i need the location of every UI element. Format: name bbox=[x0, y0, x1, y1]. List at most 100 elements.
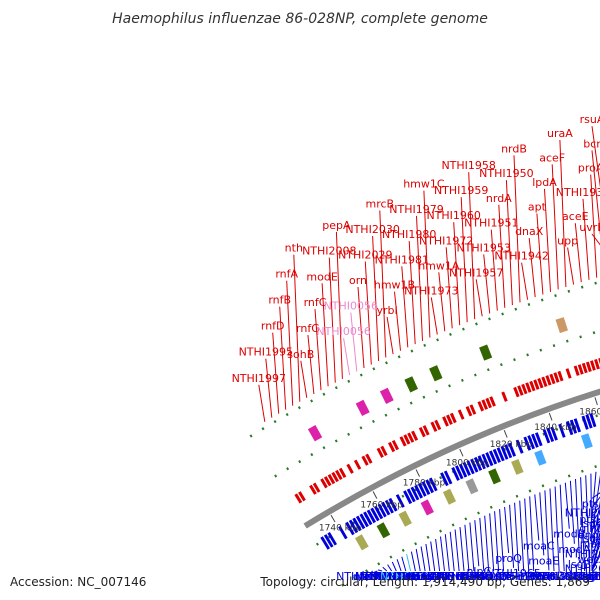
feature-block bbox=[580, 433, 593, 449]
gene-feature bbox=[446, 414, 453, 425]
tick-label: 1840 kbp bbox=[534, 423, 577, 433]
label-connector bbox=[559, 139, 567, 288]
gene-label: modC bbox=[548, 570, 580, 583]
gene-label: NTHI1987 bbox=[532, 570, 586, 583]
gene-label: lsgC bbox=[580, 517, 600, 530]
label-connector bbox=[440, 536, 445, 572]
gene-feature bbox=[395, 494, 405, 508]
gene-feature bbox=[521, 383, 528, 395]
label-connector bbox=[499, 509, 505, 572]
gene-feature bbox=[589, 413, 597, 428]
gene-feature bbox=[527, 435, 535, 450]
gene-feature bbox=[462, 461, 471, 476]
gene-label: aceF bbox=[539, 151, 565, 164]
gene-label: NTHI1907 bbox=[355, 570, 409, 583]
gene-label: NTHI1943 bbox=[422, 570, 476, 583]
gene-feature bbox=[546, 427, 555, 442]
gene-feature bbox=[481, 399, 488, 410]
label-connector bbox=[394, 291, 401, 351]
gene-label: NTHI1986 bbox=[527, 570, 581, 583]
feature-block bbox=[465, 478, 479, 495]
label-connector bbox=[415, 548, 421, 572]
gene-feature bbox=[517, 385, 524, 396]
label-connector bbox=[357, 286, 365, 369]
label-connector bbox=[368, 570, 373, 576]
label-connector bbox=[464, 524, 470, 572]
gene-feature bbox=[469, 404, 477, 415]
gene-label: moaA bbox=[518, 570, 550, 583]
feature-block bbox=[420, 499, 434, 516]
gene-label: NTHIT0054 bbox=[380, 570, 441, 583]
label-connector bbox=[591, 534, 600, 572]
label-connector bbox=[449, 531, 455, 572]
gene-label: lsgF bbox=[574, 570, 596, 583]
gene-feature bbox=[477, 455, 486, 470]
gene-label: proA bbox=[578, 162, 600, 175]
gene-feature bbox=[573, 365, 580, 376]
gene-feature bbox=[429, 477, 438, 492]
feature-block bbox=[398, 510, 412, 527]
label-connector bbox=[591, 150, 600, 236]
label-connector bbox=[490, 229, 498, 311]
label-connector bbox=[372, 235, 380, 362]
gene-feature bbox=[525, 382, 532, 393]
gene-label: orn bbox=[349, 274, 367, 287]
label-connector bbox=[591, 496, 600, 509]
label-connector bbox=[489, 513, 495, 572]
label-connector bbox=[474, 520, 480, 567]
gene-feature bbox=[473, 456, 483, 471]
label-connector bbox=[430, 541, 436, 572]
gene-feature bbox=[443, 470, 453, 485]
gene-label: yrbI bbox=[376, 304, 397, 317]
gene-feature bbox=[558, 423, 566, 438]
gene-feature bbox=[359, 513, 369, 528]
label-connector bbox=[377, 569, 383, 572]
label-connector bbox=[386, 317, 394, 355]
gene-feature bbox=[377, 503, 387, 518]
gene-label: NTHI1968 bbox=[501, 570, 555, 583]
tick-mark bbox=[372, 491, 378, 499]
gene-label: sucA bbox=[485, 570, 512, 583]
gene-label: proQ bbox=[495, 552, 522, 565]
gene-label: dnaK bbox=[406, 570, 435, 583]
gene-label: NTHI1946 bbox=[437, 570, 491, 583]
label-connector bbox=[343, 338, 351, 376]
gene-label: hmw1B bbox=[374, 279, 415, 292]
label-connector bbox=[469, 522, 475, 572]
label-connector bbox=[539, 492, 545, 556]
gene-feature bbox=[434, 419, 442, 431]
gene-feature bbox=[513, 386, 520, 398]
gene-label: modE bbox=[306, 270, 337, 283]
label-connector bbox=[536, 213, 544, 295]
tick-mark bbox=[548, 412, 553, 421]
gene-label: NTHI1997 bbox=[232, 372, 286, 385]
label-connector bbox=[591, 471, 597, 518]
gene-label: NTHI1956 bbox=[461, 570, 515, 583]
gene-label: NTHI2029 bbox=[338, 249, 392, 262]
label-connector bbox=[416, 215, 423, 341]
label-connector bbox=[321, 283, 329, 387]
gene-label: NTHI1960 bbox=[426, 209, 480, 222]
gene-feature bbox=[533, 379, 540, 390]
gene-label: rsuA bbox=[580, 113, 600, 126]
gene-label: lpdA bbox=[532, 176, 557, 189]
accession-text: Accession: NC_007146 bbox=[10, 575, 146, 589]
gene-feature bbox=[331, 471, 339, 483]
label-connector bbox=[358, 570, 364, 582]
label-connector bbox=[420, 546, 426, 572]
gene-label: NTHI1967 bbox=[496, 570, 550, 583]
gene-label: NTHI2008 bbox=[302, 245, 356, 258]
label-connector bbox=[498, 204, 506, 308]
gene-feature bbox=[380, 445, 388, 456]
gene-feature bbox=[565, 368, 572, 379]
label-connector bbox=[286, 280, 294, 406]
ring-guide bbox=[341, 463, 600, 587]
gene-label: NTHI1910 bbox=[369, 570, 423, 583]
label-connector bbox=[505, 180, 513, 306]
feature-block bbox=[488, 468, 501, 485]
gene-label: NTHI1913 bbox=[379, 570, 433, 583]
gene-feature bbox=[466, 460, 475, 475]
label-connector bbox=[445, 247, 453, 329]
label-connector bbox=[528, 238, 536, 298]
label-connector bbox=[438, 272, 446, 332]
